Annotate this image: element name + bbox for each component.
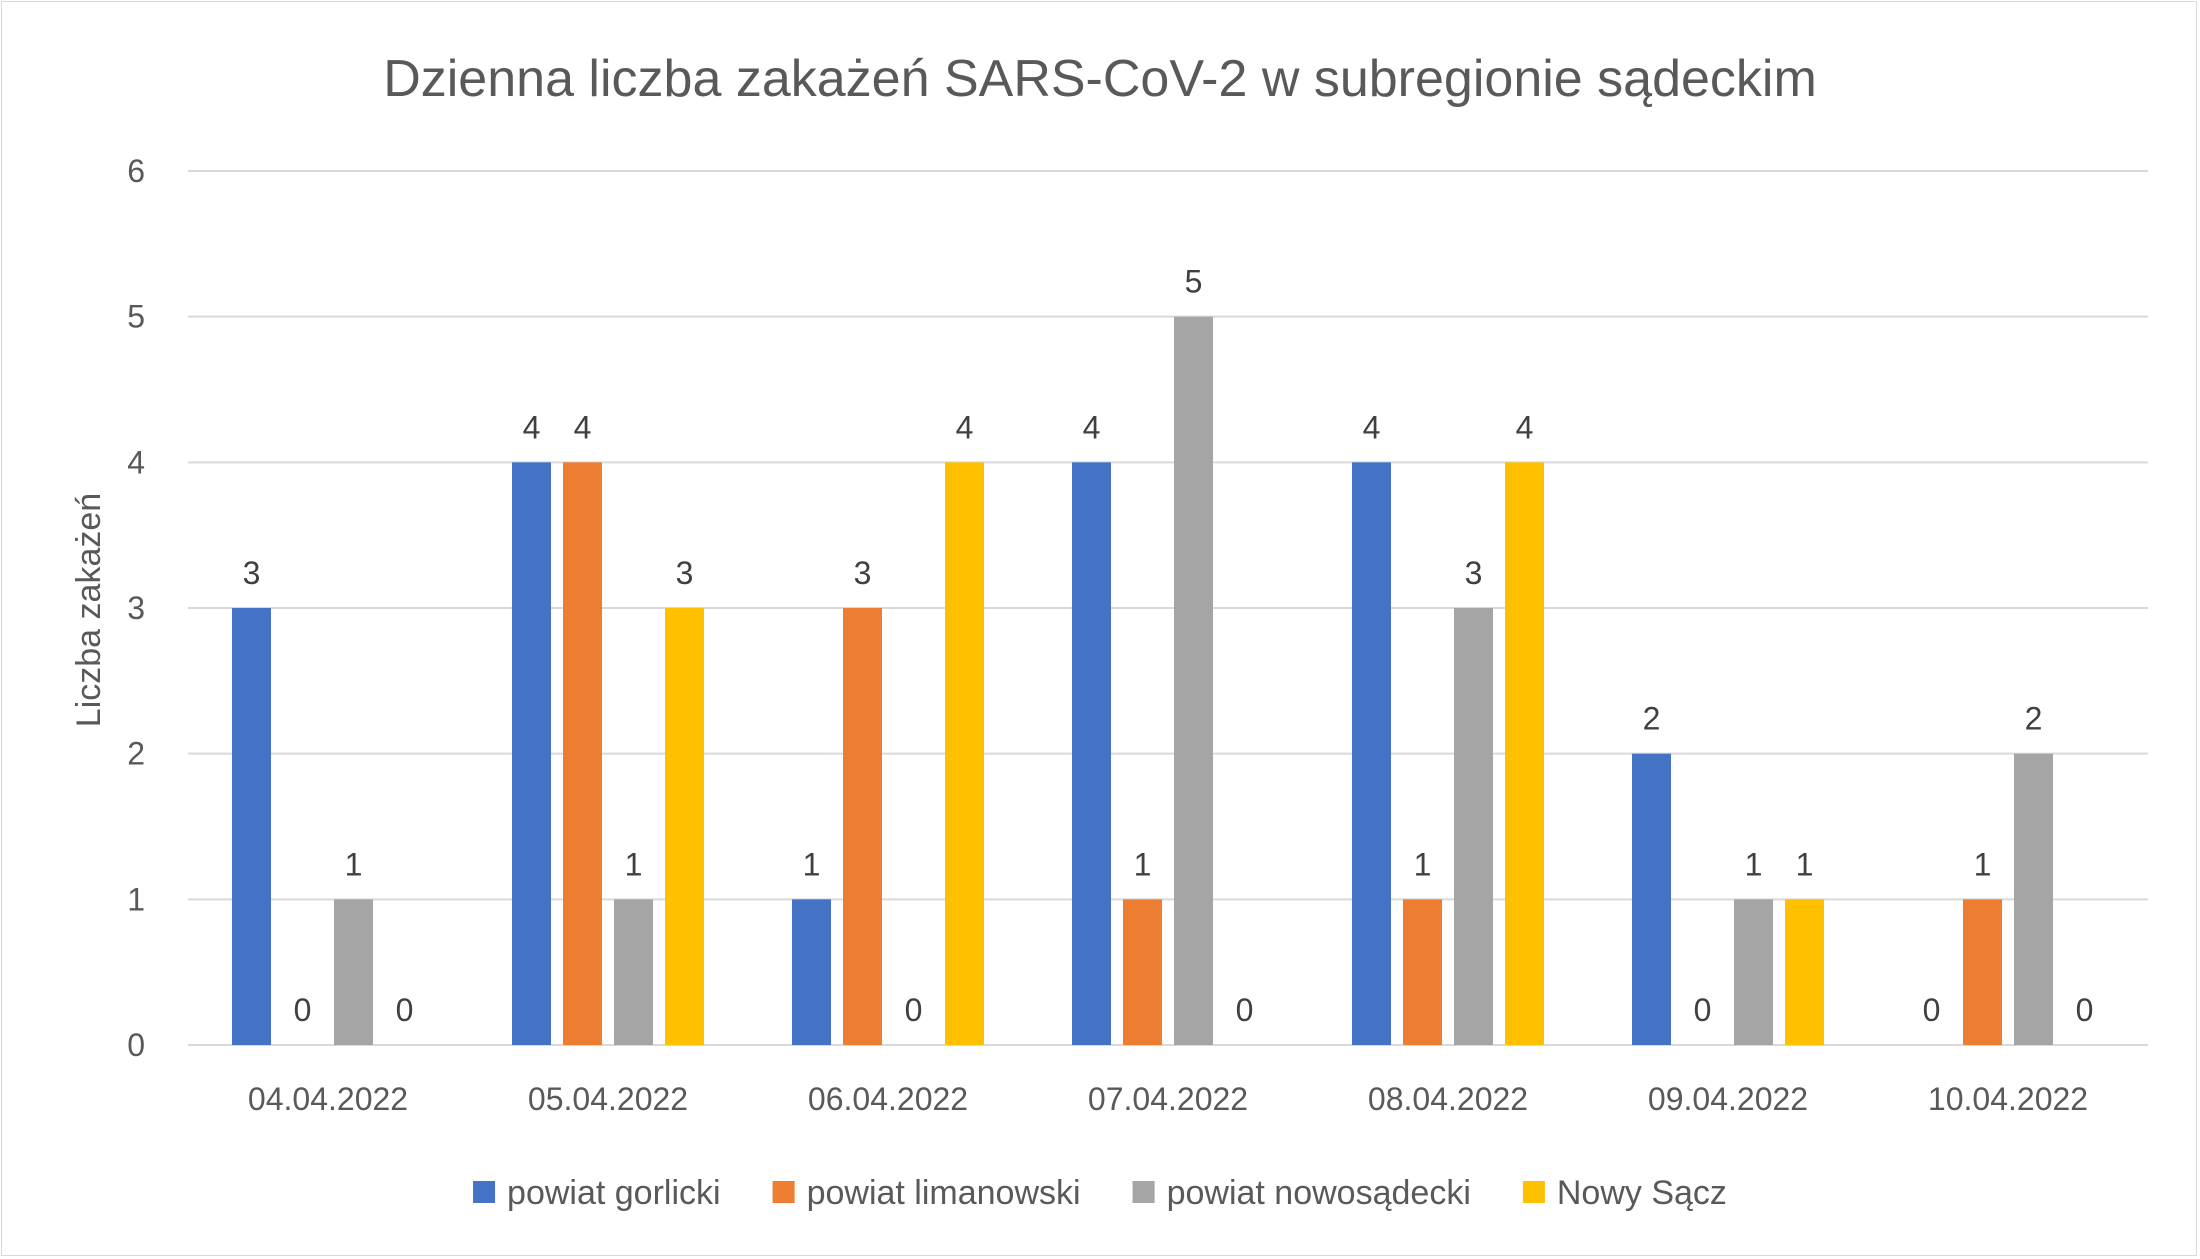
legend-swatch <box>772 1181 795 1203</box>
bar <box>1454 608 1493 1045</box>
data-label: 3 <box>854 555 872 591</box>
y-tick-label: 6 <box>127 153 145 189</box>
data-label: 5 <box>1185 264 1203 300</box>
bars <box>232 316 2053 1046</box>
data-label: 1 <box>1745 846 1763 882</box>
y-tick-label: 4 <box>127 444 145 480</box>
data-label: 3 <box>1465 555 1483 591</box>
bar <box>1505 462 1544 1045</box>
bar <box>843 608 882 1045</box>
data-label: 0 <box>294 992 312 1028</box>
bar <box>1123 899 1162 1045</box>
legend-swatch <box>1132 1181 1155 1203</box>
bar <box>1174 316 1213 1046</box>
y-tick-label: 3 <box>127 590 145 626</box>
data-label: 4 <box>956 409 974 445</box>
bar <box>563 462 602 1045</box>
bar <box>512 462 551 1045</box>
x-axis-ticks: 04.04.2022 05.04.2022 06.04.2022 07.04.2022… <box>248 1081 2088 1117</box>
bar <box>334 899 373 1045</box>
y-tick-label: 0 <box>127 1027 145 1063</box>
x-tick-label: 09.04.2022 <box>1648 1081 1808 1117</box>
data-label: 1 <box>1796 846 1814 882</box>
data-label: 4 <box>574 409 592 445</box>
legend: powiat gorlicki powiat limanowski powiat n… <box>473 1174 1727 1212</box>
x-tick-label: 07.04.2022 <box>1088 1081 1248 1117</box>
y-axis-label: Liczba zakażeń <box>70 493 108 727</box>
chart-title: Dzienna liczba zakażeń SARS-CoV-2 w subr… <box>383 50 1817 108</box>
legend-label: powiat nowosądecki <box>1167 1174 1471 1212</box>
data-label: 0 <box>905 992 923 1028</box>
legend-label: Nowy Sącz <box>1557 1174 1727 1212</box>
data-label: 0 <box>396 992 414 1028</box>
data-label: 4 <box>1363 409 1381 445</box>
bar <box>1352 462 1391 1045</box>
data-label: 0 <box>1923 992 1941 1028</box>
bar <box>1785 899 1824 1045</box>
x-tick-label: 08.04.2022 <box>1368 1081 1528 1117</box>
bar <box>1403 899 1442 1045</box>
legend-swatch <box>473 1181 496 1203</box>
data-label: 0 <box>2076 992 2094 1028</box>
bar <box>1632 753 1671 1045</box>
x-tick-label: 10.04.2022 <box>1928 1081 2088 1117</box>
data-label: 1 <box>1134 846 1152 882</box>
y-tick-label: 5 <box>127 299 145 335</box>
data-label: 1 <box>803 846 821 882</box>
data-label: 3 <box>243 555 261 591</box>
bar <box>1072 462 1111 1045</box>
x-tick-label: 06.04.2022 <box>808 1081 968 1117</box>
bar <box>614 899 653 1045</box>
legend-swatch <box>1522 1181 1545 1203</box>
bar <box>2014 753 2053 1045</box>
data-label: 4 <box>1516 409 1534 445</box>
x-tick-label: 04.04.2022 <box>248 1081 408 1117</box>
data-label: 0 <box>1236 992 1254 1028</box>
data-label: 3 <box>676 555 694 591</box>
gridlines <box>188 170 2148 1046</box>
y-tick-label: 1 <box>127 881 145 917</box>
data-label: 1 <box>625 846 643 882</box>
data-label: 1 <box>345 846 363 882</box>
data-label: 1 <box>1974 846 1992 882</box>
data-label: 4 <box>1083 409 1101 445</box>
bar <box>1734 899 1773 1045</box>
legend-label: powiat gorlicki <box>507 1174 721 1212</box>
data-label: 2 <box>1643 701 1661 737</box>
data-label: 4 <box>523 409 541 445</box>
bar <box>232 608 271 1045</box>
bar <box>945 462 984 1045</box>
bar <box>792 899 831 1045</box>
legend-label: powiat limanowski <box>807 1174 1081 1212</box>
data-label: 1 <box>1414 846 1432 882</box>
y-tick-label: 2 <box>127 736 145 772</box>
bar <box>1963 899 2002 1045</box>
data-label: 2 <box>2025 701 2043 737</box>
data-label: 0 <box>1694 992 1712 1028</box>
x-tick-label: 05.04.2022 <box>528 1081 688 1117</box>
bar <box>665 608 704 1045</box>
y-axis-ticks: 0 1 2 3 4 5 6 <box>127 153 145 1063</box>
